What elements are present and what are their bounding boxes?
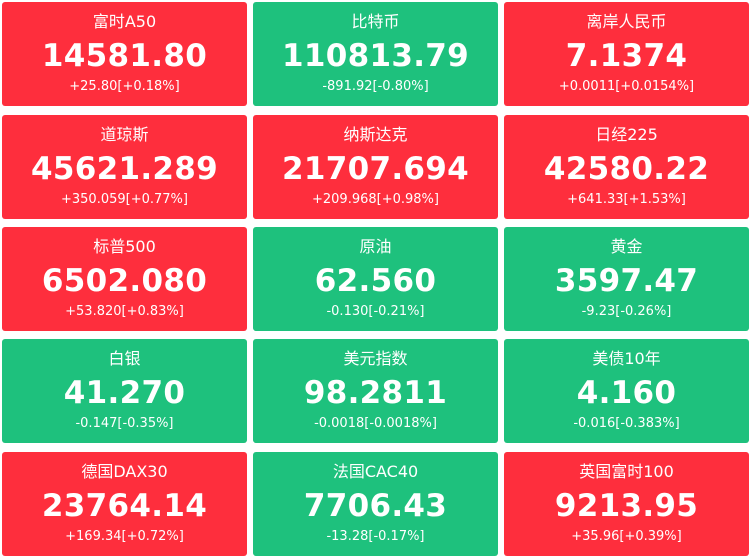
quote-name: 英国富时100 (579, 462, 674, 481)
quote-name: 黄金 (610, 237, 643, 256)
quote-card-ftse-a50[interactable]: 富时A50 14581.80 +25.80[+0.18%] (2, 2, 247, 106)
quote-value: 6502.080 (41, 263, 208, 299)
quote-name: 纳斯达克 (343, 125, 408, 144)
quote-value: 7.1374 (565, 38, 688, 74)
quote-name: 标普500 (93, 237, 156, 256)
quote-name: 道琼斯 (100, 125, 149, 144)
quote-card-gold[interactable]: 黄金 3597.47 -9.23[-0.26%] (504, 227, 749, 331)
quote-value: 41.270 (63, 375, 186, 411)
quote-card-cac-40[interactable]: 法国CAC40 7706.43 -13.28[-0.17%] (253, 452, 498, 556)
quote-card-dax-30[interactable]: 德国DAX30 23764.14 +169.34[+0.72%] (2, 452, 247, 556)
quote-change: +0.0011[+0.0154%] (558, 79, 695, 94)
quote-change: +209.968[+0.98%] (312, 192, 439, 207)
quote-card-ftse-100[interactable]: 英国富时100 9213.95 +35.96[+0.39%] (504, 452, 749, 556)
quote-card-sp-500[interactable]: 标普500 6502.080 +53.820[+0.83%] (2, 227, 247, 331)
quote-change: -0.130[-0.21%] (326, 304, 425, 319)
quote-name: 美债10年 (592, 349, 661, 368)
quote-card-bitcoin[interactable]: 比特币 110813.79 -891.92[-0.80%] (253, 2, 498, 106)
quote-name: 白银 (108, 349, 141, 368)
quote-card-nasdaq[interactable]: 纳斯达克 21707.694 +209.968[+0.98%] (253, 115, 498, 219)
quote-card-crude-oil[interactable]: 原油 62.560 -0.130[-0.21%] (253, 227, 498, 331)
quote-name: 比特币 (351, 12, 400, 31)
quote-value: 3597.47 (554, 263, 699, 299)
quote-name: 离岸人民币 (586, 12, 667, 31)
quote-change: +35.96[+0.39%] (571, 529, 682, 544)
quote-change: -0.0018[-0.0018%] (314, 416, 437, 431)
quote-name: 美元指数 (343, 349, 408, 368)
quote-card-offshore-cny[interactable]: 离岸人民币 7.1374 +0.0011[+0.0154%] (504, 2, 749, 106)
quote-value: 62.560 (314, 263, 437, 299)
quote-change: -0.016[-0.383%] (573, 416, 680, 431)
quote-value: 98.2811 (303, 375, 448, 411)
quote-name: 法国CAC40 (332, 462, 419, 481)
quote-card-dollar-index[interactable]: 美元指数 98.2811 -0.0018[-0.0018%] (253, 339, 498, 443)
quote-change: +25.80[+0.18%] (69, 79, 180, 94)
quote-change: +53.820[+0.83%] (65, 304, 184, 319)
quote-name: 日经225 (595, 125, 658, 144)
quote-value: 7706.43 (303, 488, 448, 524)
quote-name: 原油 (359, 237, 392, 256)
quote-card-us-10y-treasury[interactable]: 美债10年 4.160 -0.016[-0.383%] (504, 339, 749, 443)
quote-card-nikkei-225[interactable]: 日经225 42580.22 +641.33[+1.53%] (504, 115, 749, 219)
quote-value: 14581.80 (41, 38, 208, 74)
quote-value: 9213.95 (554, 488, 699, 524)
quote-value: 45621.289 (30, 151, 219, 187)
quote-change: -0.147[-0.35%] (75, 416, 174, 431)
quote-change: -891.92[-0.80%] (322, 79, 429, 94)
quote-change: +350.059[+0.77%] (61, 192, 188, 207)
quote-change: +641.33[+1.53%] (567, 192, 686, 207)
quote-value: 42580.22 (543, 151, 710, 187)
quote-name: 德国DAX30 (81, 462, 168, 481)
quote-change: -13.28[-0.17%] (326, 529, 425, 544)
quote-value: 110813.79 (281, 38, 470, 74)
quote-name: 富时A50 (92, 12, 157, 31)
quote-change: +169.34[+0.72%] (65, 529, 184, 544)
quote-card-silver[interactable]: 白银 41.270 -0.147[-0.35%] (2, 339, 247, 443)
quote-value: 23764.14 (41, 488, 208, 524)
quote-card-dow-jones[interactable]: 道琼斯 45621.289 +350.059[+0.77%] (2, 115, 247, 219)
quote-value: 21707.694 (281, 151, 470, 187)
quote-change: -9.23[-0.26%] (581, 304, 672, 319)
quote-value: 4.160 (576, 375, 677, 411)
